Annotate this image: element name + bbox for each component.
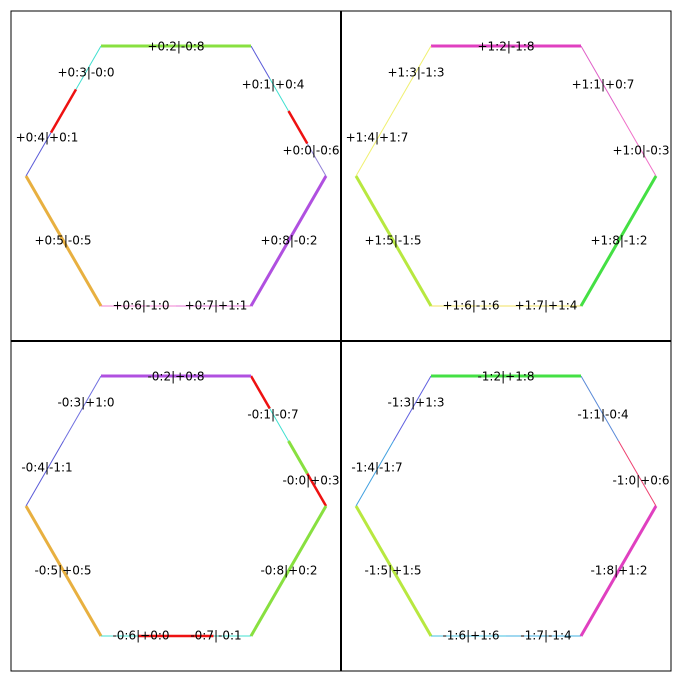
edge-label: -1:1|-0:4 [577,408,628,422]
edge-label: -0:0|+0:3 [282,474,339,488]
edge-label: +1:5|-1:5 [364,234,421,248]
edge-label: -0:2|+0:8 [147,370,204,384]
edge-label: +0:8|-0:2 [260,234,317,248]
edge-label: +0:7|+1:1 [185,299,248,313]
edge-label: +0:5|-0:5 [34,234,91,248]
edge-label: -0:5|+0:5 [34,564,91,578]
edge-label: -0:8|+0:2 [260,564,317,578]
edge-label: +1:2|-1:8 [477,40,534,54]
edge-label: -1:5|+1:5 [364,564,421,578]
edge-label: -1:6|+1:6 [442,629,499,643]
edge-label: -0:7|-0:1 [190,629,241,643]
edge-label: -0:4|-1:1 [21,461,72,475]
edge-label: +0:3|-0:0 [57,66,114,80]
edge-label: +1:7|+1:4 [515,299,578,313]
edge-label: +1:0|-0:3 [612,144,669,158]
edge-label: +0:1|+0:4 [242,78,305,92]
edge-label: -1:4|-1:7 [351,461,402,475]
edge-label: +1:1|+0:7 [572,78,635,92]
edge-label: -0:3|+1:0 [57,396,114,410]
edge-label: +1:4|+1:7 [346,131,409,145]
edge-label: -1:3|+1:3 [387,396,444,410]
edge-label: -1:2|+1:8 [477,370,534,384]
edge-label: +0:4|+0:1 [16,131,79,145]
edge-label: +1:3|-1:3 [387,66,444,80]
edge-label: +0:0|-0:6 [282,144,339,158]
edge-label: +0:6|-1:0 [112,299,169,313]
edge-label: +1:6|-1:6 [442,299,499,313]
edge-label: -1:8|+1:2 [590,564,647,578]
edge-label: +0:2|-0:8 [147,40,204,54]
edge-label: -0:1|-0:7 [247,408,298,422]
edge-label: +1:8|-1:2 [590,234,647,248]
edge-label: -0:6|+0:0 [112,629,169,643]
edge-label: -1:7|-1:4 [520,629,571,643]
edge-label: -1:0|+0:6 [612,474,669,488]
